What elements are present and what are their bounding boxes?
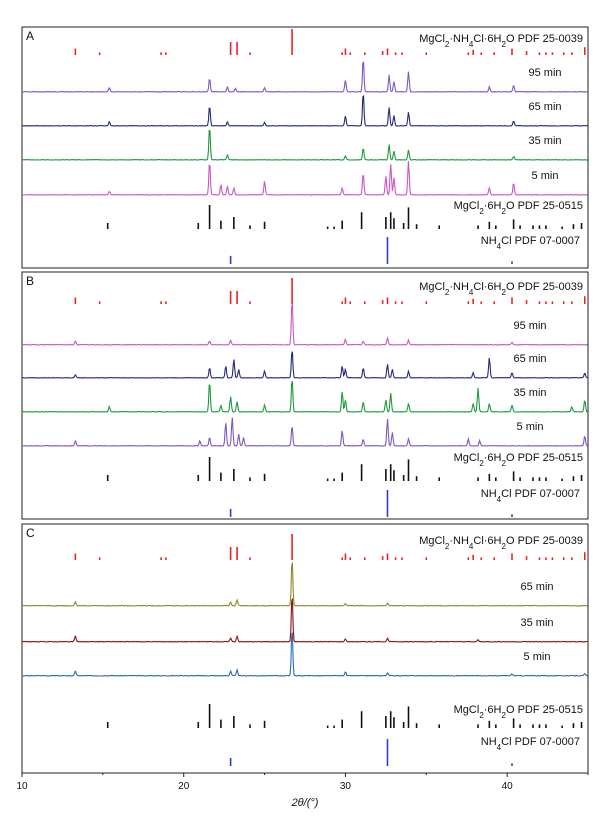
x-tick-label: 30 <box>340 781 352 792</box>
ref-mgnh4-label: MgCl2·NH4Cl·6H2O PDF 25-0039 <box>419 535 583 551</box>
xrd-pattern-trace <box>21 562 588 607</box>
pattern-label: 65 min <box>513 353 546 365</box>
panel-frame <box>21 271 589 520</box>
pattern-label: 95 min <box>513 320 546 332</box>
panel-letter: B <box>26 274 34 288</box>
pattern-label: 95 min <box>528 67 561 79</box>
pattern-label: 35 min <box>513 387 546 399</box>
xrd-pattern-trace <box>22 632 588 677</box>
xrd-pattern-trace <box>22 380 588 413</box>
panel-c: C MgCl2·NH4Cl·6H2O PDF 25-0039 65 min 35 mi… <box>21 523 589 774</box>
panel-a: A MgCl2·NH4Cl·6H2O PDF 25-0039 95 min 65 mi… <box>21 26 589 269</box>
pattern-label: 5 min <box>532 170 559 182</box>
xrd-pattern-trace <box>21 351 588 379</box>
pattern-label: 5 min <box>517 421 544 433</box>
xrd-pattern-trace <box>21 598 588 643</box>
panels-layer: A MgCl2·NH4Cl·6H2O PDF 25-0039 95 min 65 mi… <box>21 26 589 774</box>
x-axis: 10 20 30 40 <box>16 773 589 792</box>
ref-nh4cl-label: NH4Cl PDF 07-0007 <box>481 736 580 752</box>
ref-mgcl2-label: MgCl2·6H2O PDF 25-0515 <box>454 452 583 468</box>
xrd-pattern-trace <box>21 303 588 346</box>
xrd-pattern-trace <box>22 161 588 196</box>
x-axis-label: 2θ/(°) <box>291 797 319 809</box>
ref-mgnh4-label: MgCl2·NH4Cl·6H2O PDF 25-0039 <box>419 281 583 297</box>
panel-frame <box>21 523 589 774</box>
panel-frame <box>21 26 589 269</box>
xrd-pattern-trace <box>21 417 588 447</box>
xrd-pattern-trace <box>21 129 588 161</box>
pattern-label: 35 min <box>528 135 561 147</box>
pattern-label: 65 min <box>520 581 553 593</box>
pattern-label: 35 min <box>520 617 553 629</box>
ref-nh4cl-label: NH4Cl PDF 07-0007 <box>481 488 580 504</box>
x-tick-label: 20 <box>178 781 190 792</box>
ref-nh4cl-label: NH4Cl PDF 07-0007 <box>481 235 580 251</box>
pattern-label: 65 min <box>528 101 561 113</box>
panel-b: B MgCl2·NH4Cl·6H2O PDF 25-0039 95 min 65 mi… <box>21 271 589 520</box>
xrd-pattern-trace <box>21 61 588 93</box>
panel-letter: A <box>26 29 34 43</box>
xrd-pattern-trace <box>22 94 588 127</box>
ref-mgcl2-label: MgCl2·6H2O PDF 25-0515 <box>454 704 583 720</box>
panel-letter: C <box>26 526 35 540</box>
ref-mgcl2-label: MgCl2·6H2O PDF 25-0515 <box>454 200 583 216</box>
ref-mgnh4-label: MgCl2·NH4Cl·6H2O PDF 25-0039 <box>419 33 583 49</box>
x-tick-label: 10 <box>16 781 28 792</box>
x-tick-label: 40 <box>502 781 514 792</box>
pattern-label: 5 min <box>524 651 551 663</box>
